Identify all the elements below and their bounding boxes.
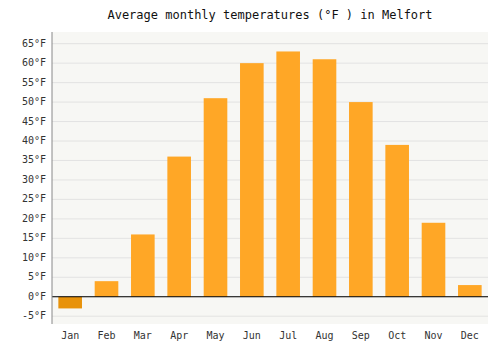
y-tick-label: 15°F bbox=[22, 232, 46, 243]
y-tick-label: 25°F bbox=[22, 193, 46, 204]
x-tick-label: Aug bbox=[315, 330, 333, 341]
grid-line bbox=[52, 82, 488, 83]
grid-line bbox=[52, 63, 488, 64]
plot-background bbox=[52, 32, 488, 324]
grid bbox=[52, 44, 488, 317]
y-tick-label: 0°F bbox=[28, 291, 46, 302]
grid-line bbox=[52, 296, 488, 297]
title: Average monthly temperatures (°F ) in Me… bbox=[107, 8, 432, 22]
bar bbox=[385, 145, 409, 297]
bar bbox=[422, 223, 446, 297]
bar bbox=[204, 98, 228, 297]
x-tick-label: Sep bbox=[352, 330, 370, 341]
chart: -5°F 0°F 5°F 10°F 15°F 20°F 25°F 30°F 35°F 40°F 45… bbox=[0, 0, 500, 350]
grid-line bbox=[52, 316, 488, 317]
y-tick-label: 55°F bbox=[22, 77, 46, 88]
x-tick-label: Dec bbox=[461, 330, 479, 341]
y-tick-label: -5°F bbox=[22, 310, 46, 321]
x-tick-label: Feb bbox=[97, 330, 115, 341]
x-tick-label: Jul bbox=[279, 330, 297, 341]
y-tick-label: 40°F bbox=[22, 135, 46, 146]
x-tick-label: May bbox=[206, 330, 224, 341]
bar bbox=[240, 63, 264, 297]
bar bbox=[131, 234, 155, 296]
x-tick-label: Oct bbox=[388, 330, 406, 341]
chart-container: -5°F 0°F 5°F 10°F 15°F 20°F 25°F 30°F 35°F 40°F 45… bbox=[0, 0, 500, 350]
grid-line bbox=[52, 199, 488, 200]
y-axis: -5°F 0°F 5°F 10°F 15°F 20°F 25°F 30°F 35°F 40°F 45… bbox=[22, 38, 46, 322]
bar bbox=[313, 59, 337, 296]
bar bbox=[458, 285, 482, 297]
y-tick-label: 50°F bbox=[22, 96, 46, 107]
zero-line bbox=[52, 296, 488, 297]
grid-line bbox=[52, 179, 488, 180]
bar bbox=[167, 157, 191, 297]
y-tick-label: 65°F bbox=[22, 38, 46, 49]
bar bbox=[349, 102, 373, 297]
y-tick-label: 30°F bbox=[22, 174, 46, 185]
grid-line bbox=[52, 43, 488, 44]
x-tick-label: Apr bbox=[170, 330, 188, 341]
y-tick-label: 20°F bbox=[22, 213, 46, 224]
grid-line bbox=[52, 218, 488, 219]
y-tick-label: 5°F bbox=[28, 271, 46, 282]
x-axis: Jan Feb Mar Apr May Jun Jul Aug Sep Oct Nov Dec bbox=[61, 330, 479, 341]
grid-line bbox=[52, 102, 488, 103]
y-axis-line bbox=[52, 32, 53, 324]
grid-line bbox=[52, 121, 488, 122]
y-tick-label: 10°F bbox=[22, 252, 46, 263]
x-tick-label: Nov bbox=[424, 330, 442, 341]
bar bbox=[276, 51, 300, 296]
bar bbox=[95, 281, 119, 297]
y-tick-label: 35°F bbox=[22, 154, 46, 165]
grid-line bbox=[52, 160, 488, 161]
y-tick-label: 60°F bbox=[22, 57, 46, 68]
grid-line bbox=[52, 141, 488, 142]
y-tick-label: 45°F bbox=[22, 116, 46, 127]
bars bbox=[58, 51, 481, 308]
x-tick-label: Mar bbox=[134, 330, 152, 341]
bar bbox=[58, 297, 82, 309]
x-tick-label: Jun bbox=[243, 330, 261, 341]
x-tick-label: Jan bbox=[61, 330, 79, 341]
